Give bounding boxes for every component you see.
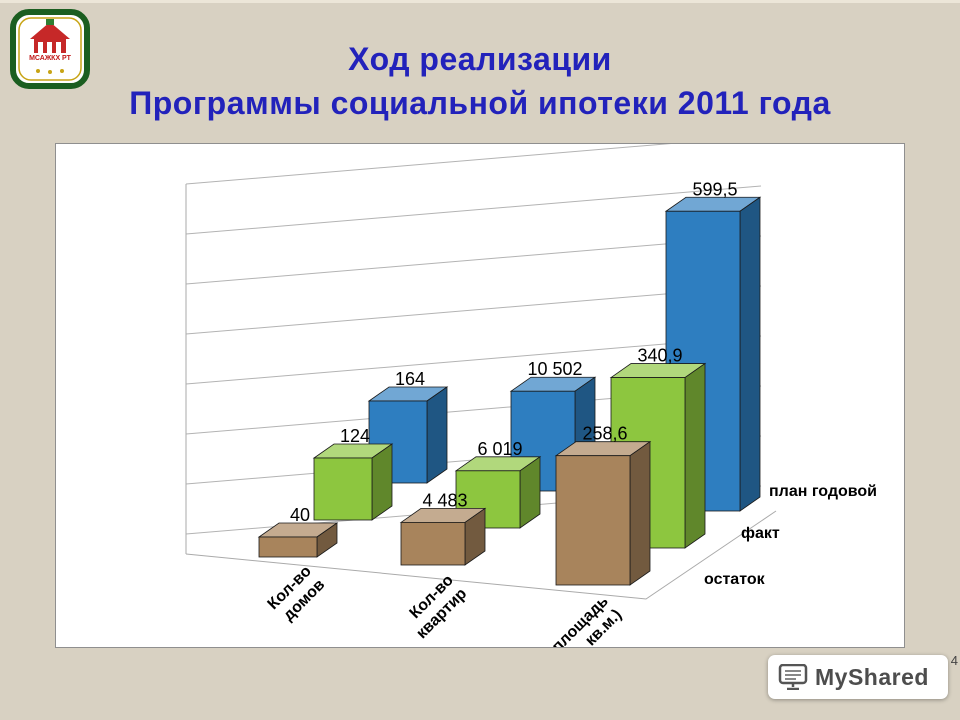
bar-остаток-Кол-во квартир [399,507,487,566]
bar-остаток-Общая площадь (тыс. кв.м.) [554,440,652,586]
series-label: остаток [704,571,766,588]
bar-front-face [258,536,318,558]
category-label: Кол-воквартир [400,572,471,643]
logo-text: МСАЖКХ РТ [29,55,71,62]
myshared-label: MyShared [815,663,929,690]
category-label: Кол-водомов [265,563,329,627]
bar-side-face [739,196,761,512]
value-label: 599,5 [692,179,737,199]
myshared-presentation-icon [778,664,808,690]
bar-front-face [555,455,631,586]
bar-side-face [684,362,706,549]
gridline [185,235,762,285]
bar-chart-3d: 164 10 502 599,5 124 6 019 340,9 40 4 483 258,6 К… [185,144,877,647]
gridline [185,335,762,385]
series-label: факт [741,525,780,542]
value-label: 124 [340,426,370,446]
logo-emblem-icon [10,9,90,89]
value-label: 258,6 [582,424,627,444]
bar-front-face [313,457,373,521]
logo-house-roof-icon [30,22,70,39]
series-label: план годовой [769,483,877,500]
page-title: Ход реализации Программы социальной ипот… [0,37,960,125]
myshared-watermark[interactable]: MyShared [768,655,948,699]
bar-front-face [400,522,466,566]
bar-side-face [426,386,448,484]
bar-side-face [629,440,651,586]
bar-остаток-Кол-во домов [257,522,339,558]
value-label: 6 019 [477,439,522,459]
logo: МСАЖКХ РТ [10,9,90,89]
value-label: 340,9 [637,346,682,366]
gridline [185,185,762,235]
value-label: 40 [290,505,310,525]
chart-panel: 164 10 502 599,5 124 6 019 340,9 40 4 483 258,6 К… [55,143,905,648]
title-line-2: Программы социальной ипотеки 2011 года [129,85,831,121]
value-label: 10 502 [527,359,582,379]
category-label: Общая площадь(тыс. кв.м.) [507,593,625,647]
gridline [185,144,672,185]
page-number: 4 [950,653,958,668]
value-label: 4 483 [422,490,467,510]
bar-факт-Кол-во домов [312,443,394,521]
title-line-1: Ход реализации [348,41,612,77]
value-label: 164 [395,369,425,389]
floor-edge [185,510,777,600]
gridline [185,285,762,335]
